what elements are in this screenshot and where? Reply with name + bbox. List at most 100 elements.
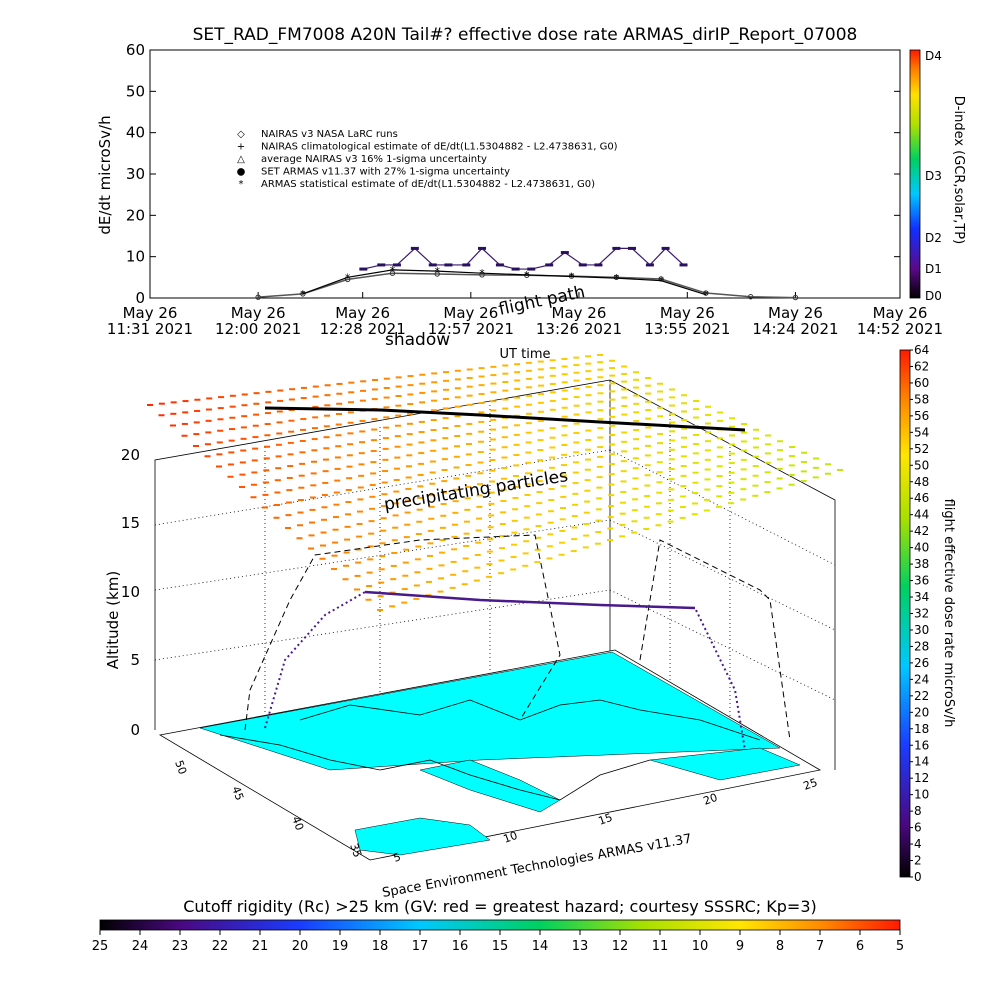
particle-dot	[251, 459, 258, 462]
particle-dot	[419, 373, 426, 376]
particle-dot	[465, 485, 471, 488]
particle-dot	[465, 464, 472, 466]
particle-dot	[240, 449, 247, 452]
particle-dot	[336, 392, 343, 395]
particle-dot	[585, 448, 592, 451]
armas-point	[560, 251, 569, 255]
particle-dot	[428, 505, 435, 508]
particle-dot	[466, 422, 473, 425]
particle-dot	[549, 436, 556, 439]
cutoff-colorbar-fill	[99, 919, 901, 931]
particle-dot	[764, 491, 771, 494]
particle-dot	[442, 417, 449, 420]
dose-tick-label: 56	[914, 409, 929, 423]
y-tick-label: 50	[126, 82, 145, 100]
particle-dot	[525, 461, 532, 464]
armas-point	[661, 246, 670, 250]
particle-dot	[285, 527, 291, 529]
particle-dot	[356, 535, 363, 538]
dose-tick-label: 14	[914, 755, 929, 769]
particle-dot	[443, 371, 450, 374]
particle-dot	[348, 381, 355, 384]
particle-dot	[454, 405, 461, 408]
particle-dot	[728, 471, 735, 474]
particle-dot	[705, 431, 711, 434]
particle-dot	[643, 527, 650, 530]
particle-dot	[216, 465, 222, 468]
particle-dot	[573, 379, 580, 382]
particle-dot	[452, 511, 459, 514]
particle-dot	[324, 404, 331, 407]
particle-dot	[443, 379, 450, 382]
particle-dot	[609, 382, 616, 385]
particle-dot	[252, 436, 259, 439]
particle-dot	[262, 506, 268, 509]
particle-dot	[452, 500, 459, 503]
particle-dot	[371, 428, 378, 431]
particle-dot	[477, 472, 484, 475]
dose-tick-label: 20	[914, 705, 929, 719]
particle-dot	[440, 514, 447, 517]
particle-dot	[657, 382, 663, 385]
x-tick-label-date: May 26	[552, 304, 607, 322]
particle-dot	[441, 458, 448, 461]
particle-dot	[344, 538, 351, 541]
particle-dot	[607, 516, 614, 519]
particle-dot	[679, 506, 686, 509]
particle-dot	[417, 496, 423, 499]
particle-dot	[585, 370, 592, 373]
top-chart-title: SET_RAD_FM7008 A20N Tail#? effective dos…	[193, 25, 858, 45]
particle-dot	[311, 438, 318, 441]
particle-dot	[609, 424, 616, 427]
particle-dot	[549, 382, 556, 385]
particle-dot	[572, 492, 579, 495]
d-tick-d0: D0	[925, 289, 942, 303]
particle-dot	[740, 449, 747, 452]
particle-dot	[310, 472, 317, 475]
particle-dot	[573, 371, 580, 374]
x-tick-label-time: 11:31 2021	[107, 320, 193, 338]
particle-dot	[395, 395, 402, 397]
dose-tick-label: 36	[914, 574, 929, 588]
particle-dot	[526, 377, 533, 380]
nairas-point	[300, 291, 306, 297]
cutoff-tick-label: 17	[412, 939, 429, 954]
particle-dot	[812, 476, 819, 479]
particle-dot	[609, 374, 616, 377]
particle-dot	[667, 520, 674, 523]
particle-dot	[669, 421, 676, 424]
particle-dot	[631, 520, 638, 523]
particle-dot	[322, 470, 329, 473]
particle-dot	[537, 393, 544, 396]
particle-dot	[251, 471, 258, 474]
lon-tick-15: 15	[597, 811, 615, 828]
cutoff-tick-label: 10	[692, 939, 709, 954]
dose-tick-label: 26	[914, 656, 929, 670]
particle-dot	[669, 430, 676, 433]
particle-dot	[609, 359, 615, 362]
particle-dot	[655, 502, 662, 505]
particle-dot	[430, 419, 437, 421]
particle-dot	[263, 469, 270, 472]
particle-dot	[418, 420, 425, 423]
particle-dot	[333, 491, 340, 494]
particle-dot	[740, 468, 747, 471]
particle-dot	[548, 477, 555, 480]
particle-dot	[752, 494, 759, 497]
y-tick-label: 60	[126, 41, 145, 59]
particle-dot	[454, 445, 461, 448]
particle-dot	[323, 447, 330, 450]
particle-dot	[645, 444, 651, 447]
particle-dot	[395, 385, 402, 388]
particle-dot	[536, 480, 543, 483]
particle-dot	[537, 376, 544, 379]
particle-dot	[609, 453, 615, 456]
particle-dot	[681, 427, 688, 430]
particle-dot	[449, 586, 456, 589]
particle-dot	[287, 453, 294, 456]
particle-dot	[525, 431, 532, 434]
particle-dot	[289, 388, 296, 391]
particle-dot	[461, 583, 468, 586]
top-series-layer: * * * * * * * * * *	[255, 246, 799, 302]
